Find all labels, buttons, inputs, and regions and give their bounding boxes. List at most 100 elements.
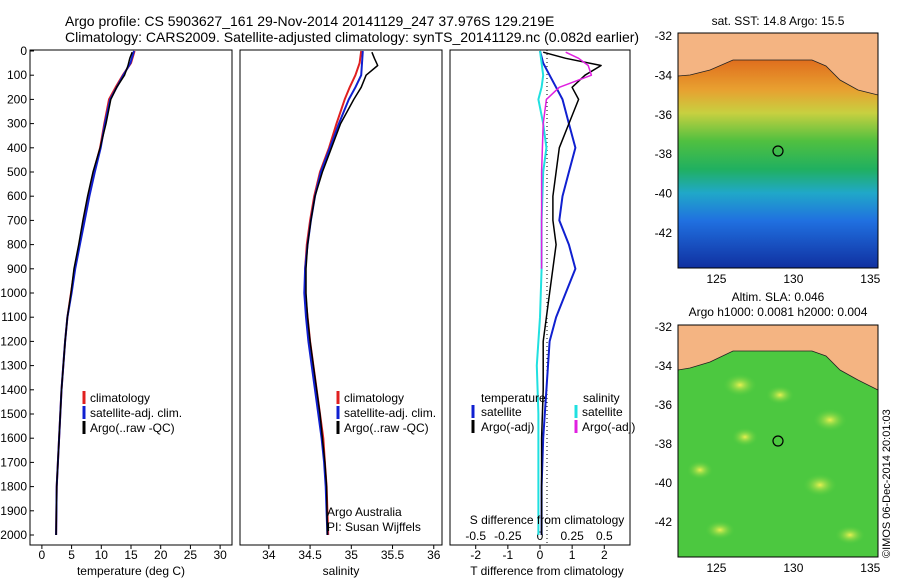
coastline-contour — [677, 59, 879, 96]
map-latitude-label: -36 — [655, 398, 673, 412]
depth-tick-label: 500 — [7, 165, 27, 179]
s-difference-tick-labels: -0.5 -0.25 0 0.25 0.5 — [465, 529, 613, 543]
salinity-panel: 34 34.5 35 35.5 36 salinity climatology sate… — [239, 49, 443, 578]
depth-tick-label: 1800 — [0, 480, 27, 494]
s-difference-tick-label: 0.5 — [596, 529, 613, 543]
sla-blob — [765, 385, 795, 405]
sla-blob — [704, 520, 736, 540]
sla-map-tick-labels: -32 -34 -36 -38 -40 -42 125 130 135 — [655, 320, 881, 575]
t-difference-tick-label: 0 — [537, 548, 544, 562]
sst-map-title: sat. SST: 14.8 Argo: 15.5 — [712, 14, 845, 28]
series-line-temperature-argo-adj- — [540, 51, 602, 535]
series-line-salinity-satellite — [535, 50, 548, 535]
map-longitude-label: 135 — [860, 561, 880, 575]
sst-map-panel: sat. SST: 14.8 Argo: 15.5 -32 -34 -36 -38 -4… — [655, 14, 881, 286]
salinity-tick-label: 34.5 — [298, 548, 322, 562]
legend-label-sal-argo: Argo(-adj) — [582, 420, 635, 434]
t-difference-tick-label: 1 — [569, 548, 576, 562]
t-difference-tick-label: -2 — [470, 548, 481, 562]
argo-float-marker — [772, 435, 784, 447]
temperature-tick-labels: 0 5 10 15 20 25 30 — [39, 545, 227, 562]
credit-line2: PI: Susan Wijffels — [327, 520, 421, 534]
difference-lines — [535, 50, 602, 535]
sla-blob — [722, 373, 758, 397]
temperature-lines — [55, 50, 136, 536]
temperature-tick-label: 20 — [154, 548, 168, 562]
legend-label-climatology: climatology — [344, 391, 404, 405]
argo-float-marker — [772, 145, 784, 157]
map-latitude-label: -40 — [655, 187, 673, 201]
t-difference-xlabel: T difference from climatology — [470, 564, 624, 578]
temperature-tick-label: 0 — [39, 548, 46, 562]
temperature-tick-label: 25 — [184, 548, 198, 562]
sla-blob — [802, 473, 838, 497]
temperature-tick-label: 15 — [124, 548, 138, 562]
depth-tick-label: 700 — [7, 213, 27, 227]
s-difference-tick-label: 0 — [537, 529, 544, 543]
depth-tick-label: 1700 — [0, 455, 27, 469]
series-line-argo-raw-qc- — [55, 51, 133, 536]
depth-tick-label: 900 — [7, 262, 27, 276]
sst-map-frame — [677, 32, 879, 269]
depth-tick-label: 200 — [7, 92, 27, 106]
sla-blob — [812, 408, 848, 432]
temperature-panel: 0100200300400500600700800900100011001200… — [0, 44, 454, 578]
sst-map-tick-labels: -32 -34 -36 -38 -40 -42 125 130 135 — [655, 29, 881, 286]
s-difference-tick-label: -0.25 — [494, 529, 522, 543]
temperature-xlabel: temperature (deg C) — [77, 564, 185, 578]
sla-map-title-line1: Altim. SLA: 0.046 — [732, 290, 825, 304]
depth-tick-label: 100 — [7, 68, 27, 82]
map-latitude-label: -34 — [655, 359, 673, 373]
sla-blob — [834, 525, 866, 545]
salinity-lines — [303, 50, 379, 536]
depth-tick-label: 1500 — [0, 407, 27, 421]
temperature-tick-label: 5 — [68, 548, 75, 562]
map-longitude-label: 130 — [783, 561, 803, 575]
map-latitude-label: -34 — [655, 68, 673, 82]
t-difference-tick-label: 2 — [601, 548, 608, 562]
series-line-argo-raw-qc- — [305, 51, 379, 536]
depth-tick-label: 0 — [20, 44, 27, 58]
salinity-tick-label: 36 — [427, 548, 441, 562]
depth-tick-label: 1400 — [0, 383, 27, 397]
t-difference-tick-label: -1 — [503, 548, 514, 562]
map-latitude-label: -38 — [655, 147, 673, 161]
map-latitude-label: -32 — [655, 320, 673, 334]
legend-label-argo: Argo(..raw -QC) — [344, 421, 429, 435]
map-latitude-label: -36 — [655, 108, 673, 122]
temperature-legend: climatology satellite-adj. clim. Argo(..… — [82, 391, 182, 435]
coastline-contour — [677, 350, 879, 391]
s-difference-tick-label: -0.5 — [465, 529, 486, 543]
difference-legend: temperature salinity satellite Argo(-adj… — [471, 391, 635, 434]
legend-label-sal-satellite: satellite — [582, 405, 623, 419]
temperature-tick-label: 10 — [95, 548, 109, 562]
depth-tick-label: 1900 — [0, 504, 27, 518]
sla-anomaly-blobs — [686, 373, 866, 545]
legend-temperature-header: temperature — [481, 391, 546, 405]
legend-label-temp-satellite: satellite — [481, 405, 522, 419]
s-difference-label: S difference from climatology — [470, 513, 625, 527]
depth-tick-label: 1000 — [0, 286, 27, 300]
salinity-legend: climatology satellite-adj. clim. Argo(..… — [336, 391, 436, 435]
depth-tick-label: 400 — [7, 141, 27, 155]
sla-blob — [686, 460, 714, 480]
depth-tick-label: 1100 — [1, 310, 27, 324]
figure-title-line2: Climatology: CARS2009. Satellite-adjuste… — [65, 29, 639, 45]
land-mask — [678, 33, 878, 95]
salinity-xlabel: salinity — [323, 564, 360, 578]
depth-tick-labels: 0 100 200 300 400 500 600 700 800 900 1000 1100 1200… — [0, 44, 454, 542]
depth-tick-label: 600 — [7, 189, 27, 203]
salinity-tick-label: 35.5 — [381, 548, 405, 562]
imos-watermark: ©IMOS 06-Dec-2014 20:01:03 — [881, 409, 893, 558]
legend-salinity-header: salinity — [583, 391, 620, 405]
map-longitude-label: 125 — [706, 272, 726, 286]
legend-label-climatology: climatology — [90, 391, 150, 405]
sla-map-panel: Altim. SLA: 0.046 Argo h1000: 0.0081 h20… — [655, 290, 881, 575]
sla-map-title-line2: Argo h1000: 0.0081 h2000: 0.004 — [689, 305, 868, 319]
depth-tick-label: 2000 — [0, 528, 27, 542]
figure-title-line1: Argo profile: CS 5903627_161 29-Nov-2014… — [65, 13, 554, 29]
map-latitude-label: -32 — [655, 29, 673, 43]
depth-tick-label: 1300 — [0, 359, 27, 373]
